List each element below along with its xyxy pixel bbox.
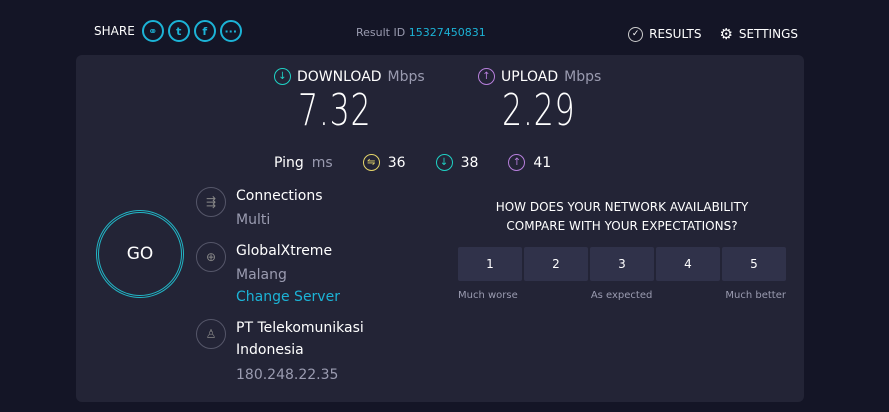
ping-unit: ms (311, 154, 333, 171)
ping-row: Ping ms ⇋ 36 ↓ 38 ↑ 41 (274, 154, 573, 171)
rating-mid-label: As expected (590, 290, 653, 301)
upload-unit: Mbps (564, 68, 602, 85)
twitter-icon[interactable]: t (167, 20, 190, 42)
results-label: RESULTS (649, 27, 702, 41)
rating-option[interactable]: 2 (524, 247, 588, 281)
results-button[interactable]: ✓ RESULTS (628, 25, 701, 43)
rating-option[interactable]: 4 (656, 247, 720, 281)
result-id-link[interactable]: 15327450831 (408, 26, 486, 39)
result-card: ↓ DOWNLOAD Mbps 7.32 ↑ UPLOAD Mbps 2.29 … (76, 55, 804, 402)
upload-icon: ↑ (478, 68, 495, 85)
top-nav: ✓ RESULTS ⚙ SETTINGS (628, 25, 798, 43)
download-value: 7.32 (298, 85, 372, 136)
survey-question: HOW DOES YOUR NETWORK AVAILABILITY COMPA… (458, 198, 786, 236)
result-id-label: Result ID (356, 26, 406, 39)
result-id: Result ID 15327450831 (356, 26, 486, 39)
upload-value: 2.29 (502, 85, 576, 136)
idle-ping-icon: ⇋ (362, 154, 380, 171)
settings-button[interactable]: ⚙ SETTINGS (719, 25, 798, 43)
isp-name-line2: Indonesia (236, 342, 304, 358)
settings-label: SETTINGS (738, 27, 798, 41)
survey-question-line1: HOW DOES YOUR NETWORK AVAILABILITY (495, 200, 749, 214)
download-header: ↓ DOWNLOAD Mbps (274, 68, 425, 85)
isp-ip: 180.248.22.35 (236, 367, 339, 383)
rating-option[interactable]: 3 (590, 247, 654, 281)
upload-ping-value: 41 (533, 154, 552, 171)
download-ping-icon: ↓ (435, 154, 453, 171)
rating-option[interactable]: 1 (458, 247, 522, 281)
server-location: Malang (236, 267, 287, 283)
facebook-icon[interactable]: f (193, 20, 216, 42)
share-label: SHARE (94, 24, 135, 38)
idle-ping-value: 36 (387, 154, 406, 171)
upload-header: ↑ UPLOAD Mbps (478, 68, 601, 85)
rating-option[interactable]: 5 (722, 247, 786, 281)
download-icon: ↓ (274, 68, 291, 85)
connections-title: Connections (236, 188, 323, 204)
change-server-link[interactable]: Change Server (236, 289, 340, 305)
connections-value: Multi (236, 212, 271, 228)
download-label: DOWNLOAD (297, 68, 382, 85)
user-icon: ♙ (196, 319, 226, 349)
rating-high-label: Much better (725, 290, 786, 301)
link-icon[interactable]: ⚭ (141, 20, 164, 42)
check-icon: ✓ (628, 26, 644, 42)
go-button[interactable]: GO (96, 210, 184, 298)
gear-icon: ⚙ (719, 25, 733, 43)
rating-low-label: Much worse (458, 290, 518, 301)
survey-question-line2: COMPARE WITH YOUR EXPECTATIONS? (506, 219, 738, 233)
header: SHARE ⚭ t f ··· Result ID 15327450831 ✓ R… (0, 0, 889, 55)
rating-scale: 1 2 3 4 5 (458, 247, 786, 281)
more-icon[interactable]: ··· (219, 20, 242, 42)
connections-icon: ⇶ (196, 187, 226, 217)
upload-ping-icon: ↑ (508, 154, 526, 171)
upload-label: UPLOAD (501, 68, 559, 85)
rating-labels: Much worse As expected Much better (458, 290, 786, 301)
server-name: GlobalXtreme (236, 243, 333, 259)
share-bar: SHARE ⚭ t f ··· (94, 20, 242, 42)
ping-label: Ping (274, 154, 304, 171)
isp-name-line1: PT Telekomunikasi (236, 320, 364, 336)
download-ping-value: 38 (460, 154, 479, 171)
globe-icon: ⊕ (196, 242, 226, 272)
download-unit: Mbps (387, 68, 425, 85)
